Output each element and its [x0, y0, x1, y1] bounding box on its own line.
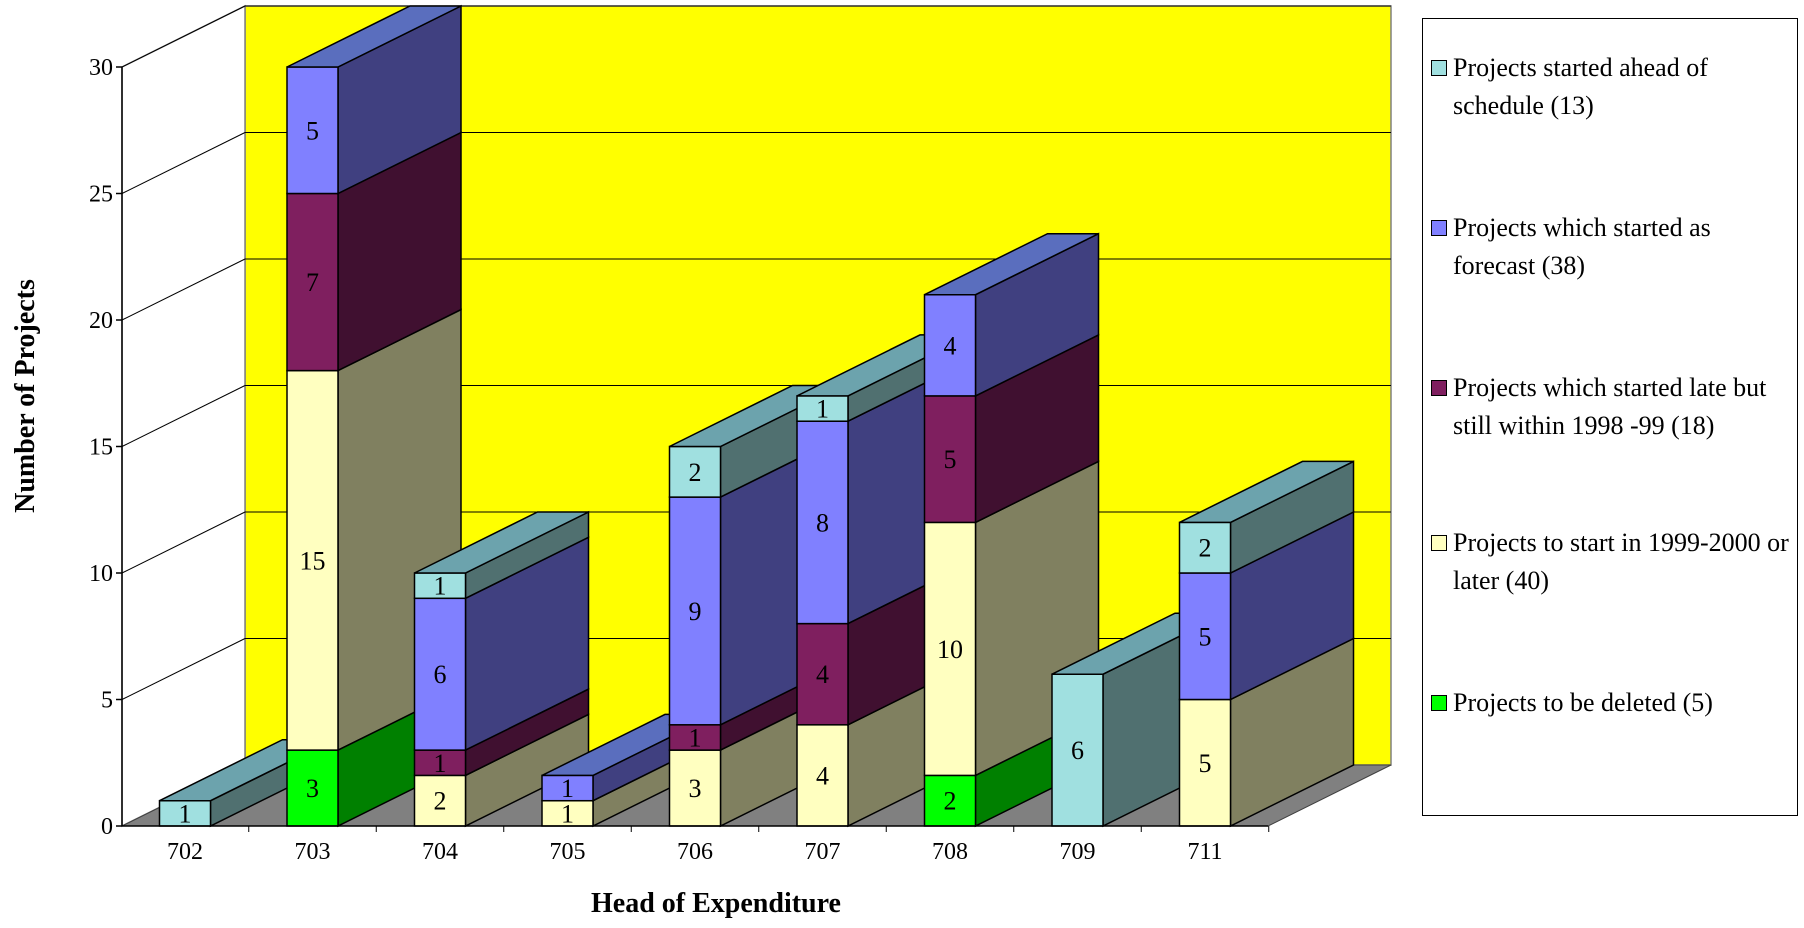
bar-711-3 — [1178, 572, 1232, 701]
bar-704-1 — [413, 774, 467, 827]
bar-group-704: 2 1 6 1 — [413, 510, 590, 828]
bar-703-1 — [286, 369, 339, 751]
y-tick-label: 0 — [101, 814, 113, 840]
data-label-704-3: 6 — [434, 660, 447, 689]
x-tick-label-707: 707 — [805, 839, 841, 865]
y-tick-label: 20 — [89, 308, 113, 334]
data-label-705-1: 1 — [561, 799, 574, 828]
y-tick-label: 30 — [89, 55, 113, 81]
data-label-706-3: 9 — [689, 597, 702, 626]
legend-item: Projects to start in 1999-2000 or later … — [1431, 524, 1791, 600]
legend-swatch — [1431, 695, 1447, 711]
legend-item: Projects to be deleted (5) — [1431, 684, 1791, 722]
data-label-708-3: 4 — [944, 331, 957, 360]
legend-label: Projects which started late but still wi… — [1453, 373, 1767, 440]
gridline-side — [121, 132, 246, 194]
gridline-side — [121, 638, 246, 700]
y-tick-label: 25 — [89, 182, 113, 208]
data-label-707-2: 4 — [816, 660, 829, 689]
legend-label: Projects started ahead of schedule (13) — [1453, 53, 1708, 120]
bar-704-4 — [413, 572, 467, 600]
bar-703-0 — [286, 749, 339, 827]
legend-item: Projects which started as forecast (38) — [1431, 209, 1791, 285]
x-tick-label-709: 709 — [1060, 839, 1096, 865]
data-label-706-2: 1 — [689, 723, 702, 752]
bar-704-2 — [413, 749, 467, 777]
data-label-706-1: 3 — [689, 774, 702, 803]
x-tick-label-705: 705 — [550, 839, 586, 865]
bar-top-704 — [414, 511, 589, 574]
legend-label: Projects which started as forecast (38) — [1453, 213, 1711, 280]
bar-706-1 — [668, 749, 722, 827]
x-axis-title: Head of Expenditure — [591, 888, 841, 919]
data-label-708-1: 10 — [937, 635, 963, 664]
legend-swatch — [1431, 220, 1447, 236]
data-label-703-2: 7 — [306, 268, 319, 297]
y-tick-label: 5 — [101, 688, 113, 714]
legend-item: Projects started ahead of schedule (13) — [1431, 49, 1791, 125]
bar-708-3 — [923, 293, 977, 397]
data-label-707-1: 4 — [816, 761, 829, 790]
legend-swatch — [1431, 380, 1447, 396]
legend-label: Projects to be deleted (5) — [1453, 688, 1713, 717]
bar-704-3 — [413, 597, 467, 751]
data-label-705-3: 1 — [561, 774, 574, 803]
data-label-704-2: 1 — [434, 749, 447, 778]
x-tick-label-706: 706 — [677, 839, 713, 865]
data-label-703-1: 15 — [300, 546, 326, 575]
data-label-703-0: 3 — [306, 774, 319, 803]
x-tick-label-703: 703 — [295, 839, 331, 865]
bar-711-1 — [1178, 698, 1232, 827]
y-tick-label: 15 — [89, 435, 113, 461]
y-tick-label: 10 — [89, 561, 113, 587]
gridline-side — [121, 385, 246, 447]
data-label-702-4: 1 — [179, 799, 192, 828]
bar-707-4 — [796, 395, 849, 422]
data-label-708-2: 5 — [944, 445, 957, 474]
bar-top-711 — [1179, 460, 1354, 524]
data-label-708-0: 2 — [944, 787, 957, 816]
gridline-side — [121, 511, 246, 574]
bar-top-703 — [286, 5, 462, 68]
bar-708-2 — [923, 395, 977, 524]
legend-label: Projects to start in 1999-2000 or later … — [1453, 528, 1789, 595]
bar-703-2 — [286, 192, 339, 372]
y-axis-title: Number of Projects — [10, 279, 41, 513]
data-label-709-4: 6 — [1071, 736, 1084, 765]
data-label-704-4: 1 — [434, 572, 447, 601]
data-label-707-4: 1 — [816, 395, 829, 424]
bar-top-708 — [924, 232, 1099, 296]
bar-707-3 — [796, 420, 849, 625]
legend-item: Projects which started late but still wi… — [1431, 369, 1791, 445]
legend-swatch — [1431, 535, 1447, 551]
data-label-704-1: 2 — [434, 787, 447, 816]
legend-swatch — [1431, 60, 1447, 76]
data-label-707-3: 8 — [816, 508, 829, 537]
bar-group-711: 5 5 2 — [1178, 460, 1355, 828]
gridline-side — [121, 5, 246, 68]
data-label-703-3: 5 — [306, 116, 319, 145]
x-tick-label-708: 708 — [932, 839, 968, 865]
bar-708-1 — [923, 521, 977, 777]
x-tick-label-702: 702 — [167, 839, 203, 865]
x-tick-label-704: 704 — [422, 839, 458, 865]
gridline-side — [121, 258, 246, 321]
data-label-706-4: 2 — [689, 458, 702, 487]
data-label-711-4: 2 — [1199, 534, 1212, 563]
data-label-711-1: 5 — [1199, 749, 1212, 778]
x-tick-label-711: 711 — [1187, 839, 1222, 865]
legend: Projects started ahead of schedule (13) P… — [1422, 18, 1798, 816]
data-label-711-3: 5 — [1199, 622, 1212, 651]
